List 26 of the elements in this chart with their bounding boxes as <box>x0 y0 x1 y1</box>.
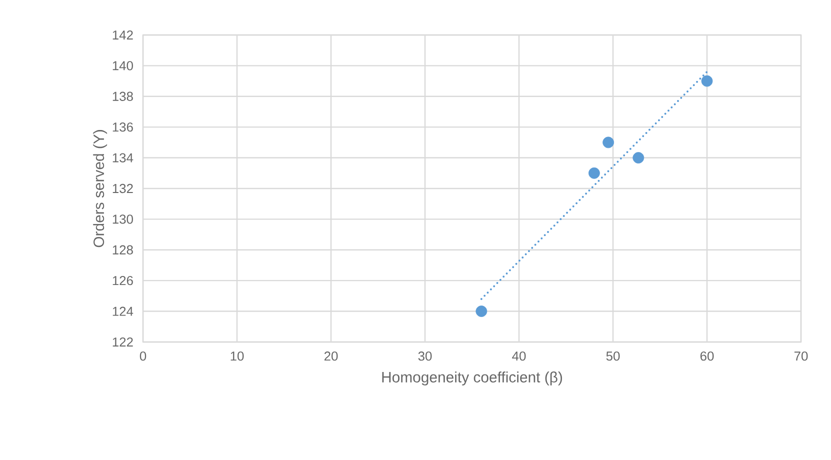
x-tick-label: 60 <box>700 352 714 361</box>
x-tick-label: 40 <box>512 352 526 361</box>
y-tick-label: 122 <box>112 337 133 347</box>
x-tick-label: 30 <box>418 352 432 361</box>
point <box>701 75 713 87</box>
y-tick-label: 132 <box>112 184 133 194</box>
y-tick-label: 126 <box>112 276 133 286</box>
y-tick-label: 138 <box>112 92 133 101</box>
x-tick-label: 0 <box>140 352 146 361</box>
point <box>588 167 600 179</box>
y-tick-label: 124 <box>112 306 134 316</box>
y-tick-label: 140 <box>112 61 133 70</box>
point <box>476 306 488 317</box>
point <box>632 152 644 164</box>
x-axis-title: Homogeneity coefficient (β) <box>382 372 562 386</box>
y-tick-label: 142 <box>112 30 133 40</box>
y-tick-label: 130 <box>112 214 133 224</box>
x-tick-label: 70 <box>794 352 808 361</box>
y-tick-label: 134 <box>112 153 134 162</box>
point <box>602 136 614 148</box>
y-tick-label: 128 <box>112 245 133 254</box>
x-tick-label: 20 <box>324 352 338 361</box>
x-tick-label: 50 <box>606 352 620 361</box>
x-tick-label: 10 <box>230 352 244 361</box>
y-tick-label: 136 <box>112 122 133 132</box>
y-axis-title: Orders served (Y) <box>93 130 108 248</box>
